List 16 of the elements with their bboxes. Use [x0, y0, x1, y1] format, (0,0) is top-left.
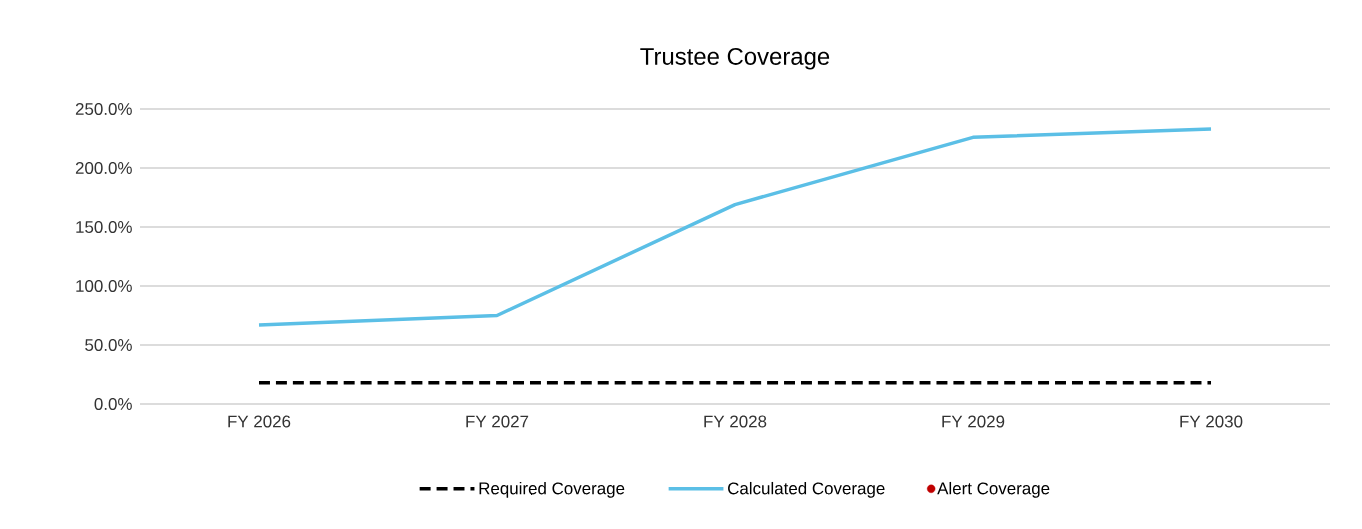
y-tick-label: 50.0%: [85, 339, 132, 351]
y-tick-label: 0.0%: [94, 398, 132, 410]
y-tick-label: 200.0%: [75, 162, 132, 174]
chart-title: Trustee Coverage: [640, 47, 830, 70]
x-tick-label: FY 2028: [704, 415, 767, 428]
x-tick-label: FY 2026: [228, 415, 291, 428]
y-tick-label: 150.0%: [76, 221, 132, 233]
x-tick-label: FY 2030: [1180, 415, 1243, 428]
legend-label: Alert Coverage: [937, 481, 1050, 498]
y-tick-label: 100.0%: [76, 280, 132, 292]
x-tick-label: FY 2029: [942, 415, 1005, 428]
x-tick-label: FY 2027: [466, 415, 529, 428]
line-series: [257, 127, 1213, 327]
y-tick-label: 250.0%: [75, 103, 132, 115]
legend-label: Calculated Coverage: [728, 481, 885, 498]
legend-label: Required Coverage: [479, 481, 625, 498]
